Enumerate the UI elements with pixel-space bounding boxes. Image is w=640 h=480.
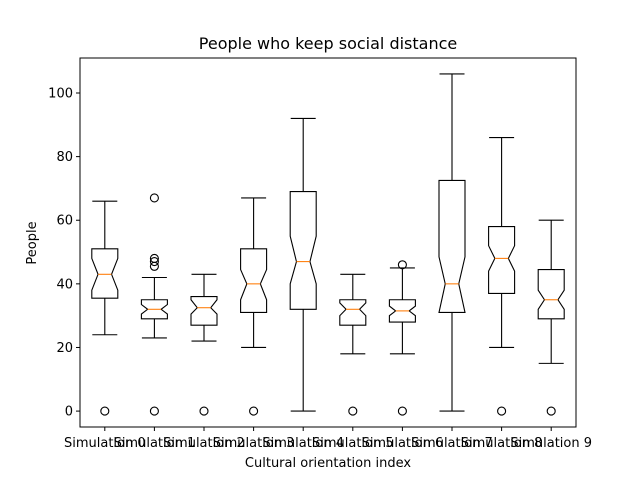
box-body: [91, 248, 119, 299]
box-body: [339, 299, 367, 326]
box-body: [240, 248, 268, 314]
flier-point: [149, 406, 159, 416]
flier-point: [249, 406, 259, 416]
box-body: [388, 299, 416, 323]
flier-point: [546, 406, 556, 416]
x-tick-label: Simulation 2: [163, 436, 245, 451]
x-tick-label: Simulation 7: [411, 436, 493, 451]
box-group: [537, 219, 565, 416]
y-tick-label: 80: [56, 150, 73, 165]
box-group: [140, 193, 168, 416]
x-tick-label: Simulation 8: [461, 436, 543, 451]
y-tick-label: 100: [48, 86, 73, 101]
box-body: [488, 226, 516, 294]
y-tick-label: 60: [56, 214, 73, 229]
box-group: [438, 73, 466, 412]
box-body: [140, 299, 168, 320]
box-group: [91, 200, 119, 416]
flier-point: [497, 406, 507, 416]
x-tick-label: Simulation 3: [213, 436, 295, 451]
flier-point: [397, 406, 407, 416]
chart-title: People who keep social distance: [199, 34, 457, 53]
x-tick-label: Simulation 5: [312, 436, 394, 451]
axes-frame: [79, 57, 577, 428]
x-tick-label: Simulation 4: [262, 436, 344, 451]
flier-point: [149, 253, 159, 263]
y-tick-label: 40: [56, 277, 73, 292]
y-tick-label: 20: [56, 341, 73, 356]
box-group: [190, 273, 218, 416]
flier-point: [397, 260, 407, 270]
box-group: [339, 273, 367, 416]
x-tick-label: Simulation 9: [510, 436, 592, 451]
x-tick-label: Simulation 1: [114, 436, 196, 451]
box-group: [289, 117, 317, 412]
flier-point: [149, 193, 159, 203]
box-body: [190, 296, 218, 326]
box-group: [388, 260, 416, 416]
y-tick-label: 0: [65, 405, 73, 420]
box-group: [488, 136, 516, 416]
box-group: [240, 197, 268, 416]
flier-point: [348, 406, 358, 416]
flier-point: [199, 406, 209, 416]
flier-point: [100, 406, 110, 416]
flier-point: [149, 257, 159, 267]
box-body: [289, 191, 317, 310]
x-tick-label: Simulation 0: [64, 436, 146, 451]
x-tick-label: Simulation 6: [362, 436, 444, 451]
x-axis-title: Cultural orientation index: [245, 456, 411, 471]
box-body: [537, 268, 565, 320]
y-axis-title: People: [25, 221, 40, 264]
flier-point: [149, 261, 159, 271]
box-body: [438, 179, 466, 314]
